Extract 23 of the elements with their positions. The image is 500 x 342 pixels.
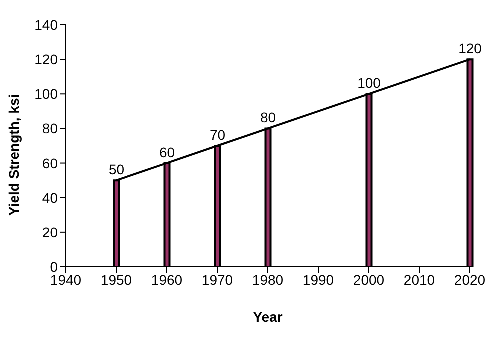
y-tick-label: 80	[42, 120, 58, 137]
y-tick-label: 60	[42, 155, 58, 172]
y-tick-label: 120	[34, 52, 58, 68]
data-label: 120	[458, 40, 482, 57]
y-tick-label: 140	[34, 16, 58, 33]
x-tick-label: 1990	[302, 272, 334, 288]
data-label: 100	[358, 75, 382, 92]
y-tick-label: 20	[42, 224, 58, 240]
data-label: 50	[108, 162, 125, 178]
x-tick-label: 2000	[353, 272, 385, 288]
data-label: 80	[260, 110, 276, 126]
x-axis-title: Year	[253, 309, 284, 325]
y-tick-label: 100	[34, 86, 58, 102]
data-label: 60	[159, 144, 176, 160]
x-tick-label: 1960	[151, 272, 183, 288]
y-axis-title: Yield Strength, ksi	[6, 94, 22, 216]
x-tick-label: 1980	[252, 272, 284, 288]
x-tick-label: 2020	[454, 272, 486, 288]
x-tick-label: 1950	[100, 272, 132, 288]
data-label: 70	[210, 127, 226, 143]
x-tick-label: 1970	[202, 272, 234, 288]
x-tick-label: 2010	[404, 272, 436, 288]
y-tick-label: 40	[42, 190, 58, 206]
